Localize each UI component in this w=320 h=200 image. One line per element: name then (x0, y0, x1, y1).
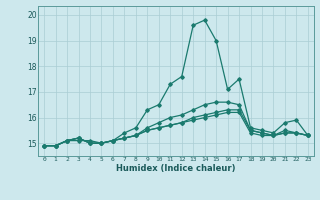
X-axis label: Humidex (Indice chaleur): Humidex (Indice chaleur) (116, 164, 236, 173)
